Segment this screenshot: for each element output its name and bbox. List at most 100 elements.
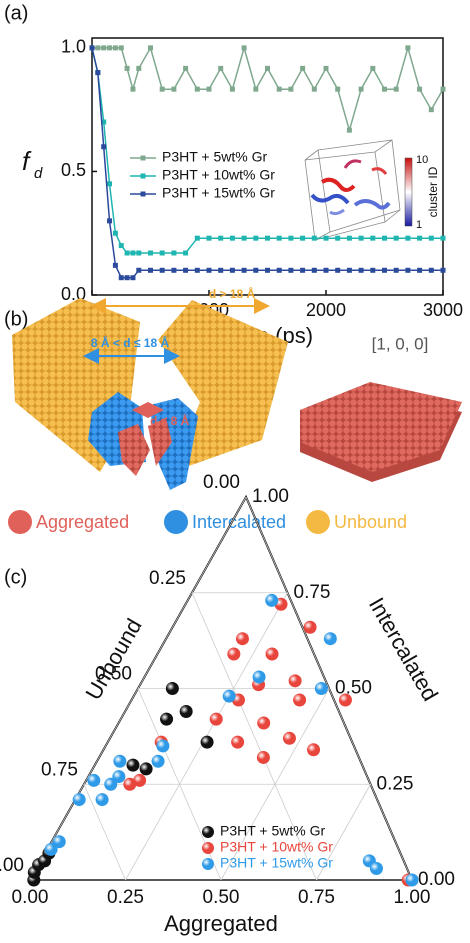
legend-marker (164, 510, 188, 534)
marker (370, 235, 376, 241)
legend-label: P3HT + 5wt% Gr (220, 823, 326, 839)
point (72, 793, 86, 807)
marker (171, 267, 177, 273)
marker (241, 267, 247, 273)
point (265, 593, 279, 607)
point (139, 762, 153, 776)
marker (206, 267, 212, 273)
marker (405, 235, 411, 241)
marker (183, 267, 189, 273)
panel-label: (a) (4, 2, 28, 24)
panel-label: (b) (4, 308, 28, 330)
distance-label: 8 Å < d ≤ 18 Å (91, 335, 170, 350)
point (282, 731, 296, 745)
legend-label: P3HT + 10wt% Gr (162, 167, 275, 183)
marker (346, 127, 352, 133)
legend-marker (140, 155, 146, 161)
marker (405, 45, 411, 51)
marker (417, 235, 423, 241)
y-axis-label-subscript: d (34, 165, 43, 182)
marker (124, 250, 130, 256)
point (104, 777, 118, 791)
point (227, 647, 241, 661)
point (44, 842, 58, 856)
panel-b: (b) [1, 0, 0] d > 18 Å 8 Å < d ≤ 18 Å d ≤ … (4, 286, 462, 534)
tick-label: 0.75 (298, 887, 335, 908)
colorbar-label: cluster ID (426, 166, 440, 217)
point (235, 632, 249, 646)
legend-label: P3HT + 5wt% Gr (162, 149, 268, 165)
marker (112, 262, 118, 268)
marker (440, 86, 446, 92)
marker (382, 235, 387, 241)
legend-label: P3HT + 15wt% Gr (162, 185, 275, 201)
marker (358, 86, 364, 92)
marker (159, 86, 165, 92)
marker (218, 267, 224, 273)
distance-label: d ≤ 8 Å (150, 413, 190, 428)
aggregated-sheet (148, 418, 172, 466)
point (303, 620, 317, 634)
point (405, 873, 419, 887)
point (200, 735, 214, 749)
tick-label: 0.75 (41, 759, 78, 780)
marker (358, 235, 364, 241)
legend-marker (8, 510, 32, 534)
y-axis-label: f (22, 146, 32, 176)
marker (206, 235, 212, 241)
marker (101, 45, 107, 51)
marker (194, 267, 200, 273)
point (87, 773, 101, 787)
aggregated-sheet (118, 424, 150, 476)
marker (118, 45, 124, 51)
marker (130, 86, 136, 92)
marker (393, 86, 399, 92)
marker (159, 250, 165, 256)
x-tick-label: 3000 (423, 300, 463, 320)
point (231, 735, 245, 749)
point (165, 682, 179, 695)
marker (136, 267, 142, 273)
marker (136, 250, 142, 256)
distance-label: d > 18 Å (209, 286, 256, 301)
point (323, 632, 337, 646)
marker (428, 235, 434, 241)
plot-frame (91, 37, 444, 296)
marker (148, 250, 153, 256)
tick-label: 0.25 (149, 568, 186, 589)
marker (241, 235, 247, 241)
tick-label: 0.00 (418, 869, 455, 890)
marker (124, 275, 130, 281)
point (256, 750, 270, 764)
marker (417, 86, 423, 92)
marker (417, 267, 423, 273)
marker (118, 275, 124, 281)
marker (323, 235, 329, 241)
point (314, 682, 328, 695)
point (123, 777, 137, 791)
legend-marker (202, 858, 214, 870)
marker (124, 65, 130, 71)
tick-label: 0.00 (12, 887, 49, 908)
marker (335, 235, 341, 241)
tick-label: 0.75 (294, 582, 331, 603)
marker (183, 250, 189, 256)
marker (440, 267, 446, 273)
x-tick-label: 2000 (306, 300, 346, 320)
point (293, 693, 307, 707)
marker (136, 65, 142, 71)
marker (346, 267, 352, 273)
point (222, 689, 236, 703)
marker (107, 218, 113, 224)
marker (288, 267, 294, 273)
marker (265, 65, 270, 71)
marker (218, 65, 224, 71)
marker (107, 181, 113, 187)
marker (300, 235, 306, 241)
marker (229, 267, 235, 273)
direction-label: [1, 0, 0] (372, 334, 429, 353)
tick-label: 0.50 (203, 887, 240, 908)
point (179, 704, 193, 718)
point (133, 773, 147, 787)
